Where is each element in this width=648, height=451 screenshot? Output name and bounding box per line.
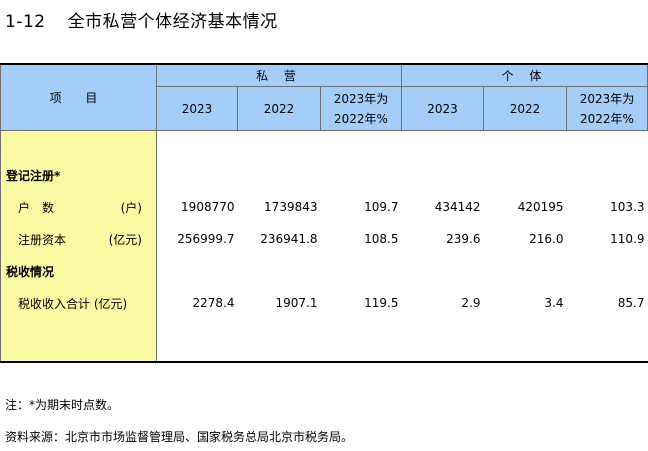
source-note: 资料来源：北京市市场监督管理局、国家税务总局北京市税务局。 xyxy=(5,430,354,444)
footnote: 注：*为期末时点数。 xyxy=(5,398,120,412)
table-cell: 256999.7 xyxy=(177,232,235,246)
row-label: 税收情况 xyxy=(0,255,157,287)
table-row: 税收情况 xyxy=(0,255,648,287)
table-cell: 110.9 xyxy=(610,232,645,246)
table-cell: 2278.4 xyxy=(192,296,235,310)
table-cell: 239.6 xyxy=(446,232,481,246)
table-cell: 119.5 xyxy=(364,296,399,310)
table-row: 注册资本 (亿元) 256999.7 236941.8 108.5 239.6 2… xyxy=(0,223,648,255)
table-cell: 420195 xyxy=(517,200,564,214)
spacer-row xyxy=(0,319,648,363)
table-row: 登记注册* xyxy=(0,159,648,191)
table-cell: 109.7 xyxy=(364,200,399,214)
table-title: 全市私营个体经济基本情况 xyxy=(67,12,278,32)
group-header-private: 私 营 xyxy=(156,63,402,87)
table-cell: 236941.8 xyxy=(260,232,318,246)
group-header-individual: 个 体 xyxy=(401,63,648,87)
table-cell: 108.5 xyxy=(364,232,399,246)
page-title: 1-12 全市私营个体经济基本情况 xyxy=(5,7,278,32)
table-cell: 2.9 xyxy=(461,296,481,310)
row-label: 登记注册* xyxy=(0,159,157,191)
table-cell: 434142 xyxy=(434,200,481,214)
row-label: 注册资本 (亿元) xyxy=(0,223,157,255)
row-label: 户 数 (户) xyxy=(0,191,157,223)
individual-col-ratio: 2023年为 2022年% xyxy=(566,86,648,131)
table-cell: 1739843 xyxy=(264,200,318,214)
individual-col-2022: 2022 xyxy=(483,86,567,131)
table-cell: 103.3 xyxy=(610,200,645,214)
table-cell: 3.4 xyxy=(544,296,564,310)
private-col-2022: 2022 xyxy=(237,86,321,131)
individual-col-2023: 2023 xyxy=(401,86,484,131)
table-cell: 216.0 xyxy=(529,232,564,246)
item-column-header: 项 目 xyxy=(0,63,157,131)
table-row: 户 数 (户) 1908770 1739843 109.7 434142 4201… xyxy=(0,191,648,223)
table-cell: 85.7 xyxy=(617,296,645,310)
private-col-ratio: 2023年为 2022年% xyxy=(320,86,402,131)
table-cell: 1907.1 xyxy=(275,296,318,310)
table-row: 税收收入合计 (亿元) 2278.4 1907.1 119.5 2.9 3.4 … xyxy=(0,287,648,319)
private-col-2023: 2023 xyxy=(156,86,238,131)
statistics-table: 项 目 私 营 个 体 2023 2022 2023年为 2022年% 2023 … xyxy=(0,63,648,363)
spacer-row xyxy=(0,130,648,159)
table-cell: 1908770 xyxy=(181,200,235,214)
row-label: 税收收入合计 (亿元) xyxy=(0,287,157,319)
table-number: 1-12 xyxy=(5,12,46,32)
